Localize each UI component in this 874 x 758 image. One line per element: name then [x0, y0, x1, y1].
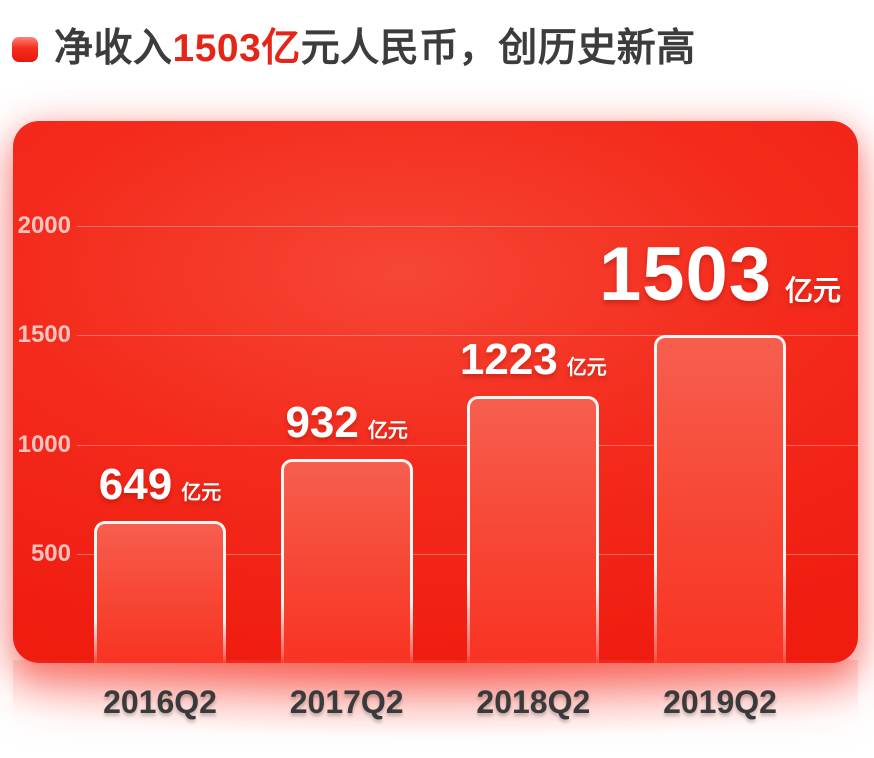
bar-2017Q2 [280, 459, 413, 663]
x-tick-label-2017Q2: 2017Q2 [289, 684, 404, 720]
bar-value-number: 1503 [598, 231, 773, 317]
bar-value-unit: 亿元 [566, 356, 607, 379]
gridline-2000 [77, 226, 858, 227]
bar-value-label-932: 932 亿元 [285, 401, 407, 445]
y-tick-label-500: 500 [30, 539, 71, 567]
bar-2018Q2 [467, 395, 600, 663]
x-tick-label-2019Q2: 2019Q2 [663, 684, 777, 720]
page-header: 净收入1503亿元人民币，创历史新高 [12, 27, 696, 72]
bar-value-unit: 亿元 [367, 420, 408, 443]
bar-value-label-649: 649 亿元 [99, 463, 221, 507]
title-prefix: 净收入 [54, 27, 173, 70]
bar-2016Q2 [94, 521, 226, 663]
y-tick-label-1500: 1500 [17, 321, 71, 349]
x-tick-label-2016Q2: 2016Q2 [103, 684, 217, 720]
bar-border [280, 459, 413, 663]
bar-value-unit: 亿元 [785, 274, 842, 306]
page-title: 净收入1503亿元人民币，创历史新高 [54, 27, 696, 72]
bar-chart-card: 500 1000 1500 2000 649 亿元 932 亿元 1223 亿元 1503 亿元 [13, 121, 858, 663]
bar-2019Q2 [654, 334, 786, 663]
bar-value-number: 1223 [459, 334, 558, 384]
x-tick-label-2018Q2: 2018Q2 [476, 684, 591, 720]
bar-border [654, 334, 786, 663]
bar-border [467, 395, 600, 663]
y-tick-label-2000: 2000 [17, 212, 71, 239]
bar-value-label-1503: 1503 亿元 [599, 236, 842, 313]
title-bullet-icon [12, 36, 38, 62]
bar-value-unit: 亿元 [181, 482, 222, 505]
bar-value-label-1223: 1223 亿元 [459, 334, 607, 384]
title-suffix: 元人民币，创历史新高 [300, 27, 696, 70]
bar-value-number: 932 [285, 398, 359, 448]
bar-border [94, 521, 226, 663]
bar-value-number: 649 [98, 460, 173, 510]
gridline-1500 [77, 335, 858, 337]
y-tick-label-1000: 1000 [17, 430, 71, 458]
title-highlight: 1503亿 [172, 27, 301, 70]
